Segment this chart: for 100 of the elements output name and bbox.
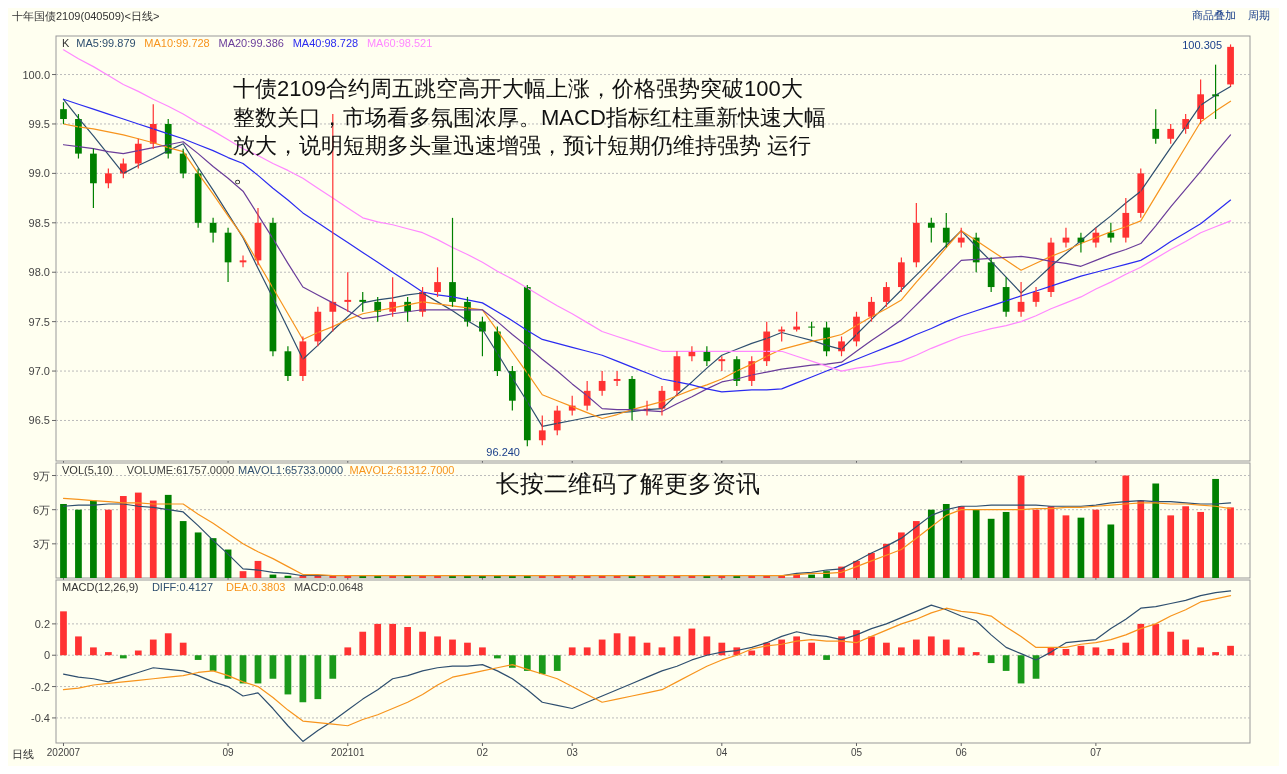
text: 日线 <box>12 748 34 760</box>
bar <box>1182 506 1190 578</box>
text: MA20:99.386 <box>218 37 284 49</box>
y-tick-label: 0 <box>43 649 50 662</box>
y-tick-label: 96.5 <box>28 414 50 427</box>
bar <box>868 636 875 656</box>
bar <box>703 636 711 656</box>
legend-title: MACD(12,26,9) <box>62 581 139 593</box>
candlestick <box>898 256 905 293</box>
text: MA60:98.521 <box>366 37 433 49</box>
bar <box>389 623 397 656</box>
bar <box>703 575 711 578</box>
bar <box>1107 648 1115 656</box>
y-tick-label: 97.0 <box>28 365 50 378</box>
bar <box>329 655 337 679</box>
x-tick-label: 02 <box>476 747 489 758</box>
bar <box>1122 642 1130 656</box>
y-tick-label: 99.0 <box>28 167 50 180</box>
bar <box>344 575 352 578</box>
bar <box>374 575 382 578</box>
text: DIFF:0.4127 <box>151 581 214 593</box>
bar <box>419 575 426 578</box>
annotation: 96.240 <box>486 446 520 458</box>
text: 商品叠加 <box>1192 9 1236 21</box>
bar <box>434 575 441 578</box>
y-tick-label: 6万 <box>32 503 50 516</box>
candlestick <box>1152 108 1160 145</box>
x-tick-label: 05 <box>850 747 863 758</box>
annotation: 100.305 <box>1182 39 1222 51</box>
annotation: 长按二维码了解更多资讯 <box>496 470 760 497</box>
bar <box>1227 507 1234 578</box>
y-tick-label: 97.5 <box>28 315 50 328</box>
bar <box>449 639 456 656</box>
candlestick <box>60 101 67 125</box>
bar <box>927 636 935 656</box>
bar <box>793 636 801 656</box>
bar <box>389 575 397 578</box>
bar <box>853 630 860 656</box>
text: MACD:0.0648 <box>294 581 364 593</box>
bar <box>75 509 82 578</box>
bar <box>898 532 905 578</box>
bar <box>1152 483 1160 578</box>
bar <box>119 496 127 578</box>
bar <box>60 611 67 656</box>
bar <box>1002 655 1010 671</box>
bar <box>464 642 471 656</box>
bar <box>748 575 756 578</box>
text: MAVOL1:65733.0000 <box>238 464 344 476</box>
candlestick <box>538 414 546 446</box>
bar <box>673 636 681 656</box>
bar <box>1167 631 1175 656</box>
bar <box>538 655 546 675</box>
bar <box>90 500 97 578</box>
bar <box>1137 500 1145 578</box>
text: MA10:99.728 <box>144 37 210 49</box>
bar <box>1152 623 1160 656</box>
y-tick-label: 98.5 <box>28 216 50 229</box>
bar <box>60 503 67 578</box>
bar <box>419 631 426 656</box>
bar <box>404 627 411 656</box>
bar <box>404 575 411 578</box>
x-tick-label: 09 <box>222 747 235 758</box>
bar <box>658 647 666 656</box>
y-tick-label: 0.2 <box>34 617 50 630</box>
bar <box>553 655 561 671</box>
x-tick-label: 07 <box>1090 747 1102 758</box>
bar <box>164 494 172 578</box>
bar <box>314 655 322 700</box>
candlestick <box>957 227 965 249</box>
text: 周期 <box>1248 9 1270 21</box>
bar <box>1107 524 1115 578</box>
candlestick <box>1167 123 1175 145</box>
bar <box>374 623 382 656</box>
bar <box>75 636 82 656</box>
bar <box>134 492 142 578</box>
y-tick-label: -0.4 <box>31 711 50 724</box>
text: DEA:0.3803 <box>226 581 286 593</box>
bar <box>464 575 471 578</box>
bar <box>987 655 995 664</box>
bar <box>1182 639 1190 656</box>
line-series <box>62 49 1232 372</box>
bar <box>568 647 576 656</box>
bar <box>105 509 112 578</box>
x-tick-label: 06 <box>955 747 968 758</box>
bar <box>972 652 980 656</box>
bar <box>269 655 277 679</box>
text: MA40:98.728 <box>292 37 359 49</box>
chart-title: 十年国债2109(040509)<日线> <box>12 10 160 22</box>
bar <box>494 655 501 659</box>
bar <box>523 575 531 578</box>
bar <box>1227 645 1234 656</box>
bar <box>912 639 920 656</box>
text: MAVOL2:61312.7000 <box>349 464 455 476</box>
y-tick-label: 99.5 <box>28 117 50 130</box>
bar <box>329 575 337 578</box>
bar <box>449 575 456 578</box>
bar <box>479 647 486 656</box>
candlestick <box>927 217 935 244</box>
y-tick-label: -0.2 <box>31 680 50 693</box>
bar <box>1212 478 1219 578</box>
